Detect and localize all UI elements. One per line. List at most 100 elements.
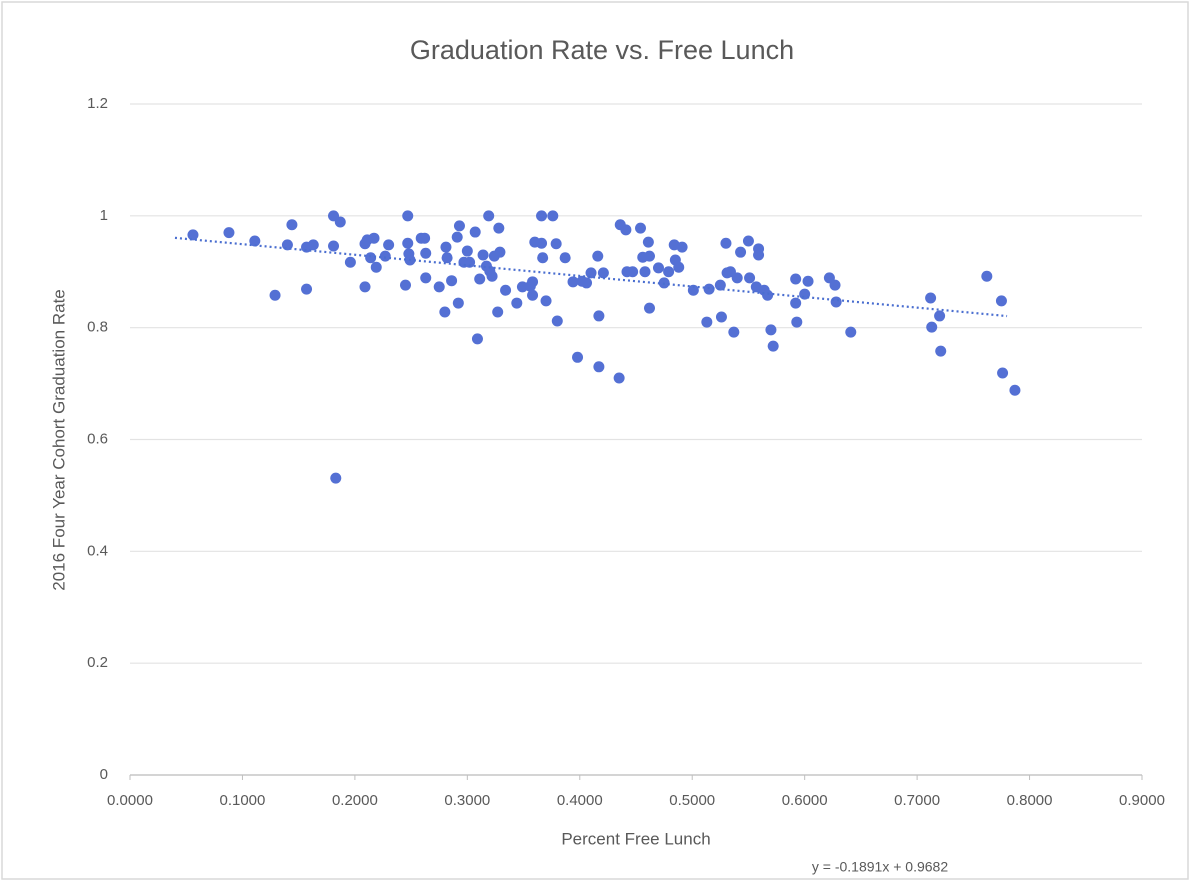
data-point bbox=[493, 222, 505, 234]
data-point bbox=[441, 252, 453, 264]
data-point bbox=[753, 249, 765, 261]
data-point bbox=[676, 241, 688, 253]
data-point bbox=[673, 261, 685, 273]
data-point bbox=[652, 262, 664, 274]
data-point bbox=[440, 241, 452, 253]
data-point bbox=[446, 275, 458, 287]
x-tick-label: 0.7000 bbox=[894, 792, 940, 809]
data-point bbox=[249, 235, 261, 247]
x-tick-label: 0.6000 bbox=[782, 792, 828, 809]
data-point bbox=[790, 273, 802, 285]
data-point bbox=[511, 297, 523, 309]
y-axis-label: 2016 Four Year Cohort Graduation Rate bbox=[49, 289, 68, 590]
data-point bbox=[269, 289, 281, 301]
data-point bbox=[643, 250, 655, 262]
x-tick-label: 0.3000 bbox=[444, 792, 490, 809]
data-point bbox=[581, 277, 593, 289]
data-point bbox=[663, 266, 675, 278]
data-point bbox=[926, 321, 938, 333]
data-point bbox=[492, 306, 504, 318]
x-tick-label: 0.8000 bbox=[1007, 792, 1053, 809]
data-point bbox=[494, 246, 506, 258]
data-point bbox=[728, 326, 740, 338]
data-point bbox=[620, 224, 632, 236]
data-point bbox=[559, 252, 571, 264]
data-point bbox=[368, 232, 380, 244]
x-tick-label: 0.4000 bbox=[557, 792, 603, 809]
data-point bbox=[551, 315, 563, 327]
data-point bbox=[516, 281, 528, 293]
data-point bbox=[464, 256, 476, 268]
data-point bbox=[187, 229, 199, 241]
data-point bbox=[483, 210, 495, 222]
data-point bbox=[714, 279, 726, 291]
data-point bbox=[486, 270, 498, 282]
data-point bbox=[537, 252, 549, 264]
data-point bbox=[500, 284, 512, 296]
data-point bbox=[765, 324, 777, 336]
data-point bbox=[471, 333, 483, 345]
data-point bbox=[402, 237, 414, 249]
data-point bbox=[634, 222, 646, 234]
data-point bbox=[365, 252, 377, 264]
data-point bbox=[742, 235, 754, 247]
data-point bbox=[830, 296, 842, 308]
data-point bbox=[791, 316, 803, 328]
data-point bbox=[1009, 384, 1021, 396]
y-tick-label: 1.2 bbox=[87, 95, 108, 112]
data-point bbox=[790, 297, 802, 309]
x-tick-label: 0.5000 bbox=[669, 792, 715, 809]
data-point bbox=[383, 239, 395, 251]
data-point bbox=[639, 266, 651, 278]
data-point bbox=[344, 256, 356, 268]
data-point bbox=[762, 289, 774, 301]
data-point bbox=[934, 310, 946, 322]
data-point bbox=[935, 345, 947, 357]
data-point bbox=[307, 239, 319, 251]
data-point bbox=[527, 289, 539, 301]
data-point bbox=[399, 279, 411, 291]
data-point bbox=[359, 281, 371, 293]
y-tick-label: 0 bbox=[100, 766, 108, 783]
data-point bbox=[593, 361, 605, 373]
data-point bbox=[527, 276, 539, 288]
data-point bbox=[451, 231, 463, 243]
data-point bbox=[402, 210, 414, 222]
data-point bbox=[223, 227, 235, 239]
data-point bbox=[767, 340, 779, 352]
x-tick-label: 0.1000 bbox=[219, 792, 265, 809]
data-point bbox=[550, 238, 562, 250]
data-point bbox=[744, 272, 756, 284]
data-point bbox=[845, 326, 857, 338]
data-point bbox=[731, 272, 743, 284]
data-point bbox=[687, 284, 699, 296]
data-point bbox=[925, 292, 937, 304]
data-point bbox=[613, 372, 625, 384]
data-point bbox=[439, 306, 451, 318]
data-point bbox=[419, 232, 431, 244]
data-point bbox=[715, 311, 727, 323]
data-point bbox=[330, 472, 342, 484]
data-point bbox=[477, 249, 489, 261]
data-point bbox=[720, 237, 732, 249]
data-point bbox=[334, 216, 346, 228]
data-point bbox=[540, 295, 552, 307]
x-tick-label: 0.0000 bbox=[107, 792, 153, 809]
data-point bbox=[735, 246, 747, 258]
data-point bbox=[597, 267, 609, 279]
data-point bbox=[453, 220, 465, 232]
data-point bbox=[802, 275, 814, 287]
data-point bbox=[593, 310, 605, 322]
data-point bbox=[452, 297, 464, 309]
data-point bbox=[328, 240, 340, 252]
data-point bbox=[701, 316, 713, 328]
data-point bbox=[379, 250, 391, 262]
y-tick-label: 0.8 bbox=[87, 319, 108, 336]
x-tick-label: 0.2000 bbox=[332, 792, 378, 809]
y-tick-label: 0.6 bbox=[87, 430, 108, 447]
trendline bbox=[174, 236, 1008, 318]
data-point bbox=[995, 295, 1007, 307]
data-point bbox=[643, 302, 655, 314]
